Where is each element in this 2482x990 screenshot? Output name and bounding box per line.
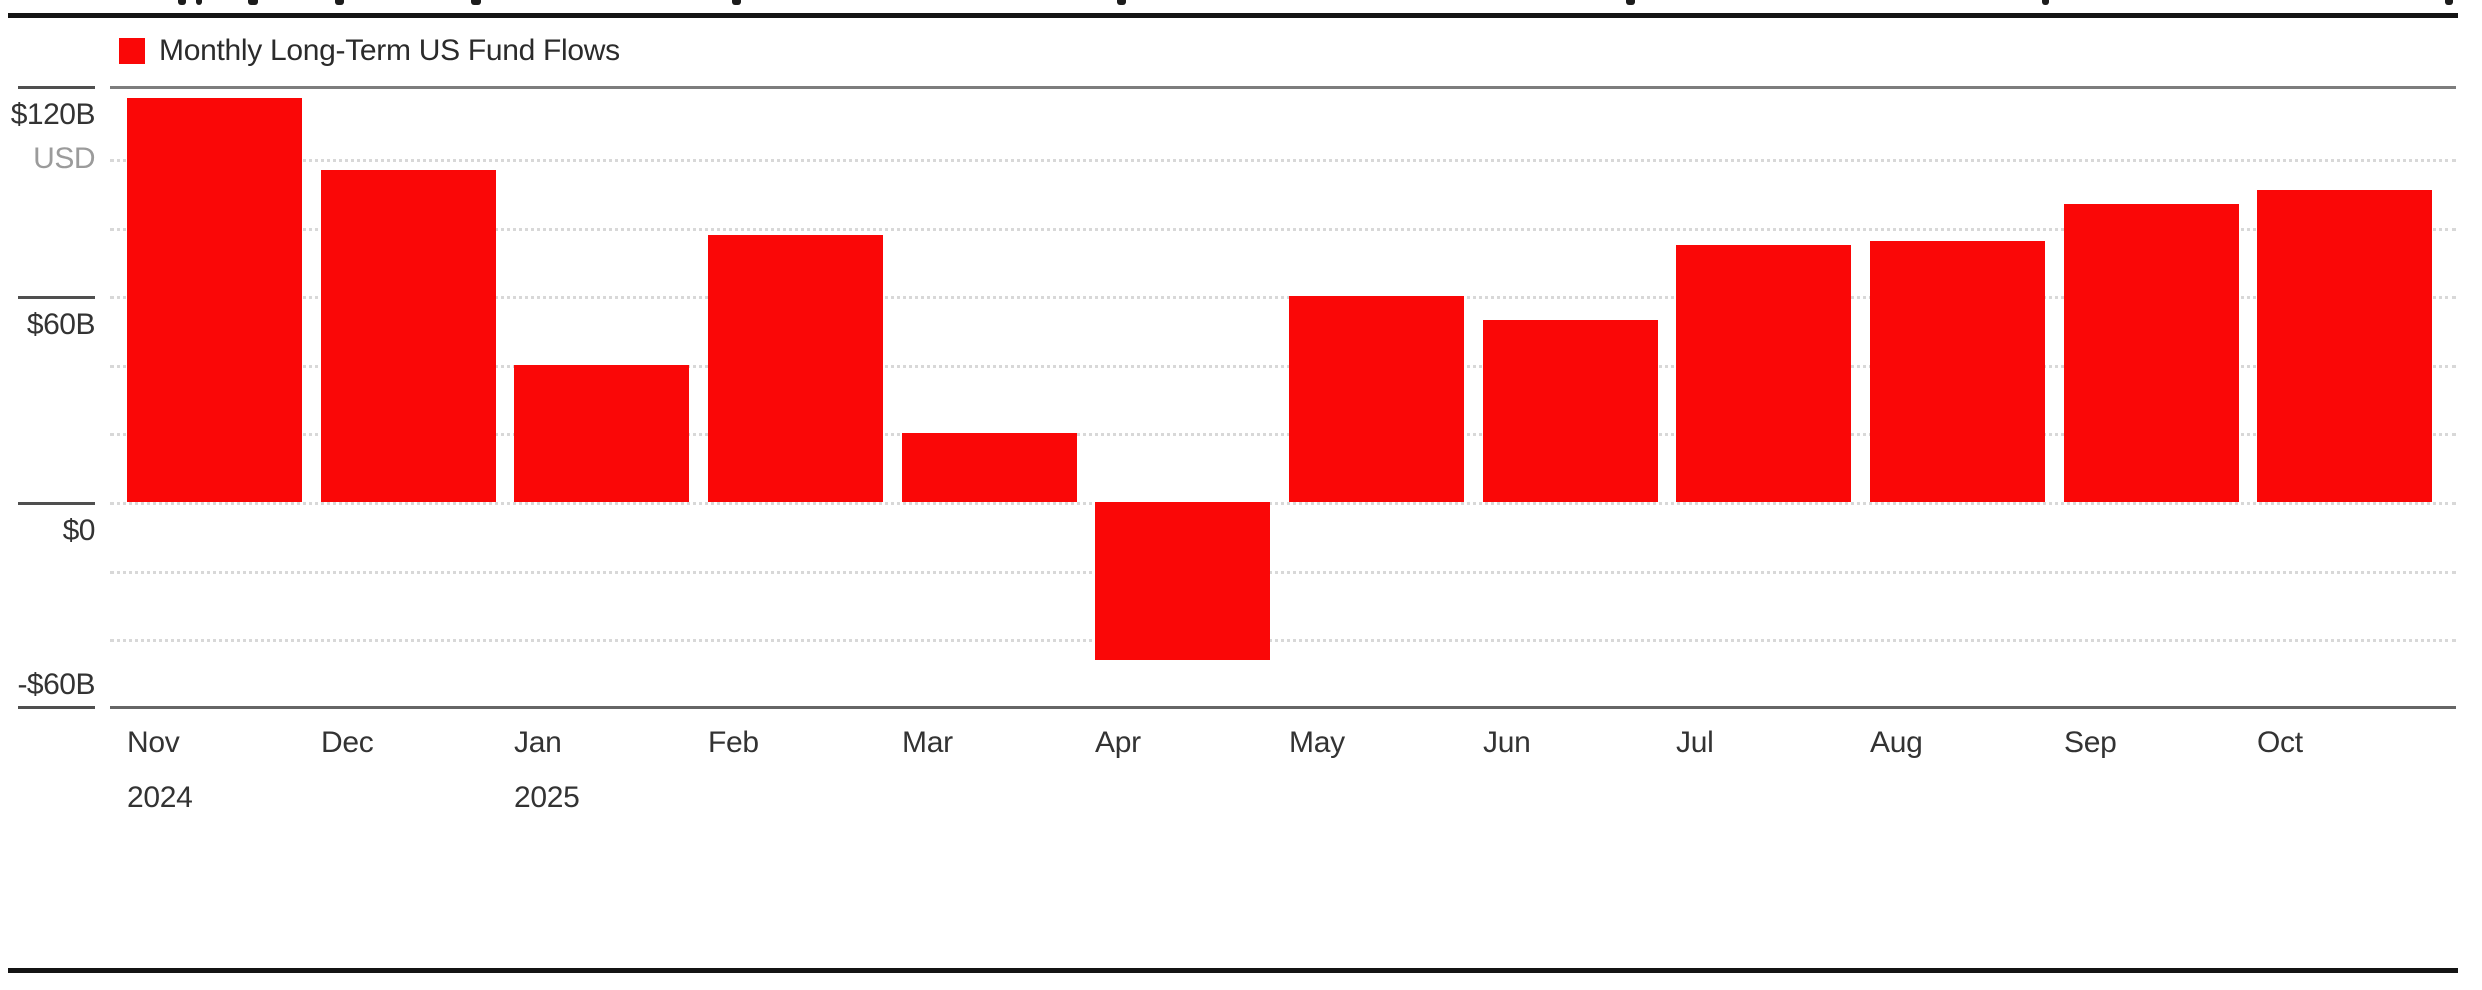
cropped-glyph-mark — [2445, 0, 2453, 5]
cropped-glyph-mark — [732, 0, 741, 5]
bottom-rule — [8, 968, 2458, 973]
x-tick-label-may: May — [1289, 726, 1345, 759]
x-tick-label-apr: Apr — [1095, 726, 1141, 759]
gridline-0B — [110, 502, 2456, 505]
cropped-glyph-mark — [196, 0, 202, 5]
gridline--40B — [110, 639, 2456, 642]
y-tick-label--60B: -$60B — [17, 668, 95, 701]
bar-may-2025 — [1289, 296, 1464, 502]
plot-top-line — [110, 86, 2456, 89]
cropped-glyph-mark — [335, 0, 344, 5]
cropped-glyph-mark — [178, 0, 186, 5]
bar-jul-2025 — [1676, 245, 1851, 502]
bar-aug-2025 — [1870, 241, 2045, 502]
bar-oct-2025 — [2257, 190, 2432, 502]
y-tick-label-120B: $120B — [10, 98, 96, 131]
x-tick-label-dec: Dec — [321, 726, 374, 759]
gridline-80B — [110, 228, 2456, 231]
bar-sep-2025 — [2064, 204, 2239, 502]
gridline-40B — [110, 365, 2456, 368]
x-axis-line — [110, 706, 2456, 709]
bar-jun-2025 — [1483, 320, 1658, 502]
x-year-label-2024: 2024 — [127, 781, 193, 814]
gridline-20B — [110, 433, 2456, 436]
y-tick-label-60B: $60B — [26, 308, 96, 341]
bar-feb-2025 — [708, 235, 883, 502]
x-tick-label-mar: Mar — [902, 726, 953, 759]
gridline--20B — [110, 571, 2456, 574]
cropped-glyph-mark — [2042, 0, 2049, 5]
x-tick-label-nov: Nov — [127, 726, 180, 759]
y-tick-line--60B — [18, 706, 95, 709]
cropped-glyph-mark — [1117, 0, 1126, 5]
x-tick-label-jul: Jul — [1676, 726, 1714, 759]
y-tick-label-0B: $0 — [62, 514, 96, 547]
x-tick-label-jan: Jan — [514, 726, 562, 759]
cropped-glyph-mark — [248, 0, 258, 5]
chart-legend: Monthly Long-Term US Fund Flows — [119, 36, 620, 66]
bar-apr-2025 — [1095, 502, 1270, 660]
x-year-label-2025: 2025 — [514, 781, 580, 814]
y-tick-line-60B — [18, 296, 95, 299]
x-tick-label-sep: Sep — [2064, 726, 2117, 759]
gridline-100B — [110, 159, 2456, 162]
x-tick-label-aug: Aug — [1870, 726, 1923, 759]
cropped-glyph-mark — [471, 0, 481, 5]
legend-label: Monthly Long-Term US Fund Flows — [159, 34, 620, 67]
top-rule — [8, 13, 2458, 18]
y-tick-line-120B — [18, 86, 95, 89]
gridline-60B — [110, 296, 2456, 299]
y-tick-line-0B — [18, 502, 95, 505]
bar-jan-2025 — [514, 365, 689, 502]
cropped-glyph-mark — [1626, 0, 1635, 5]
x-tick-label-jun: Jun — [1483, 726, 1531, 759]
bar-dec-2024 — [321, 170, 496, 502]
x-tick-label-oct: Oct — [2257, 726, 2303, 759]
bar-mar-2025 — [902, 433, 1077, 502]
bar-nov-2024 — [127, 98, 302, 502]
y-axis-unit-label: USD — [33, 142, 95, 175]
x-tick-label-feb: Feb — [708, 726, 759, 759]
legend-swatch-icon — [119, 38, 145, 64]
